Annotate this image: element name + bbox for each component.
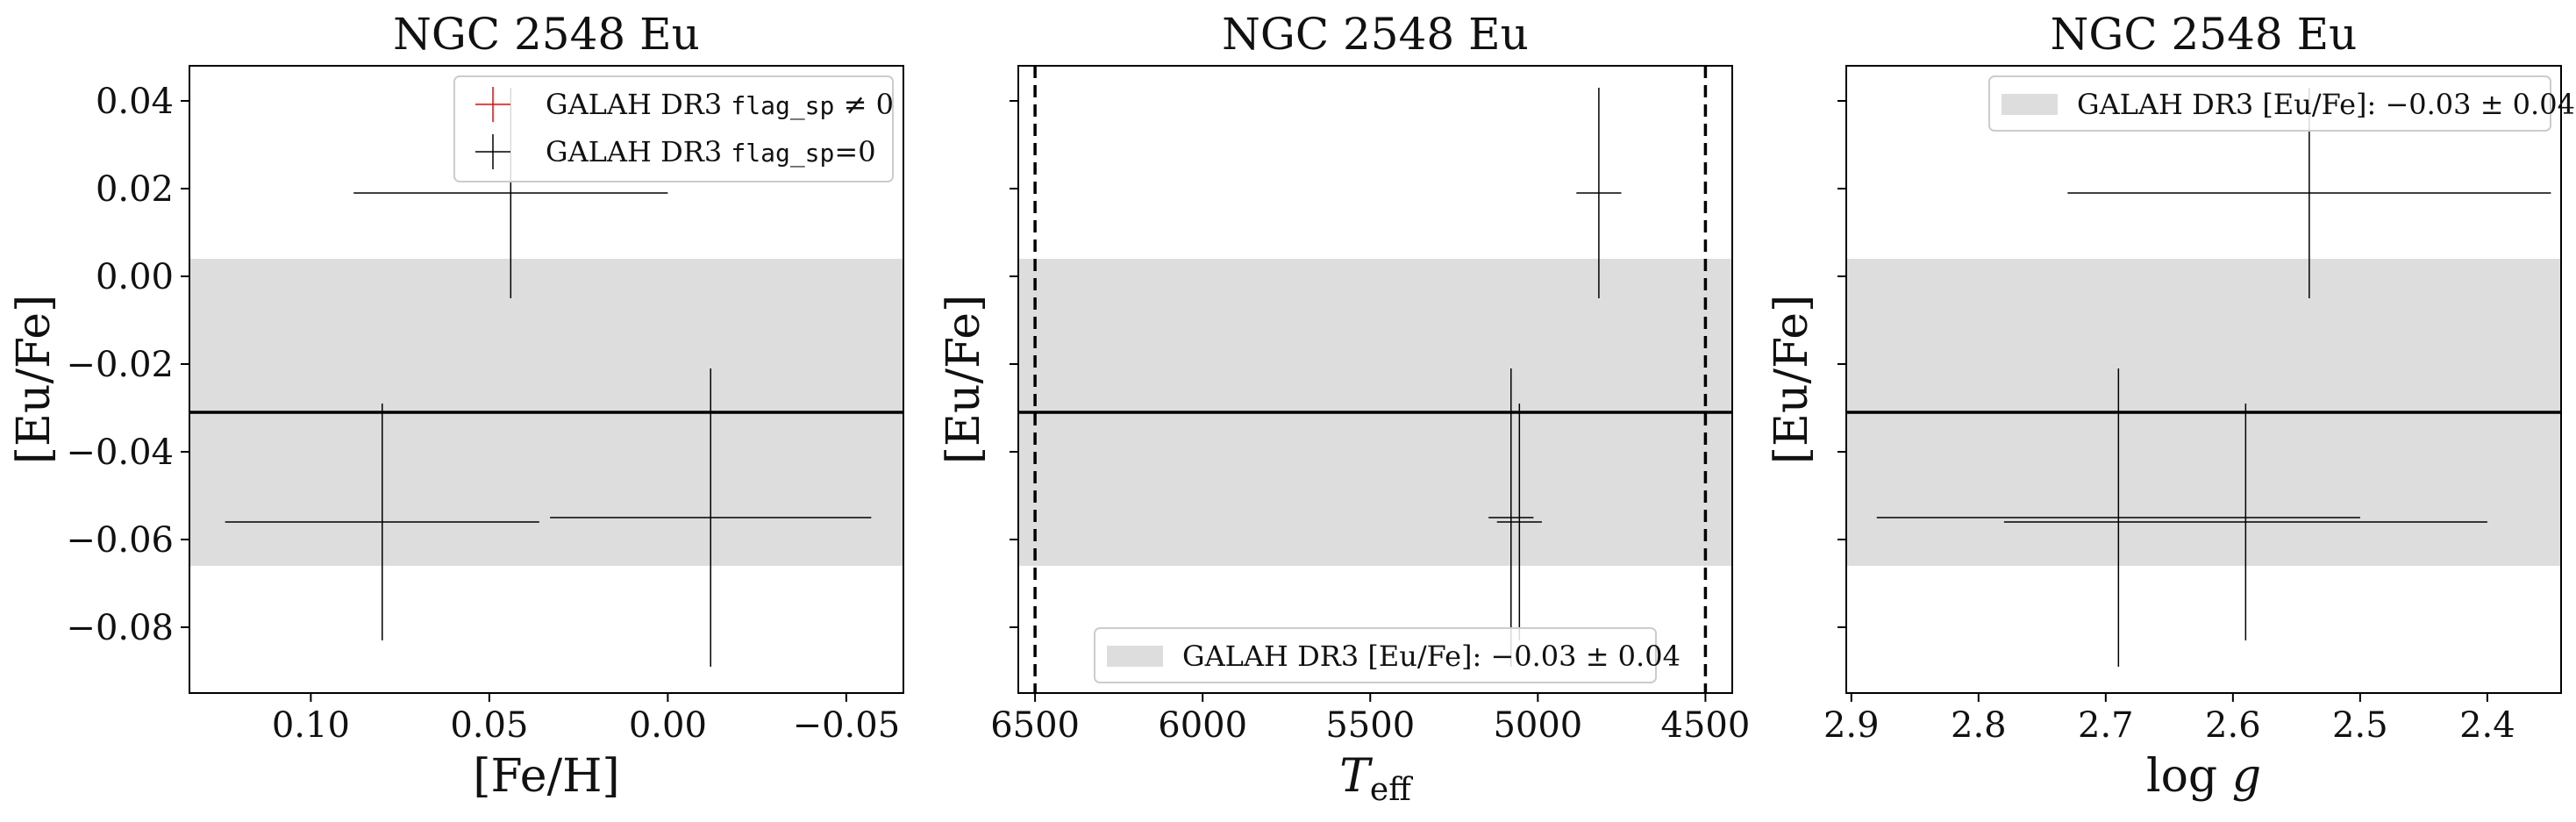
- x-tick-label: 6000: [1158, 705, 1247, 746]
- x-tick-label: −0.05: [793, 705, 901, 746]
- x-axis-label: log g: [2146, 750, 2261, 803]
- legend-code: flag_sp: [731, 91, 834, 121]
- y-axis-label: [Eu/Fe]: [8, 295, 61, 465]
- legend-label: GALAH DR3 flag_sp ≠ 0: [546, 88, 894, 121]
- legend-suffix: ≠ 0: [834, 88, 894, 121]
- legend-label: GALAH DR3 flag_sp=0: [546, 135, 876, 168]
- y-tick-label: 0.02: [96, 169, 174, 210]
- axes-frame: [1845, 65, 2562, 694]
- legend-box: [1094, 627, 1657, 683]
- y-axis-label: [Eu/Fe]: [938, 295, 990, 465]
- x-tick-label: 0.05: [450, 705, 528, 746]
- y-tick-label: −0.08: [66, 608, 174, 648]
- axes-frame: [189, 65, 904, 694]
- x-tick-label: 2.8: [1951, 705, 2007, 746]
- panel-3: 2.9 2.8 2.7 2.6 2.5 2.4 NGC 2548 Eu log g [Eu/Fe…: [1766, 9, 2575, 803]
- data-point-3: [550, 368, 872, 667]
- panel-title: NGC 2548 Eu: [1222, 9, 1529, 60]
- legend-box: [453, 75, 894, 182]
- legend-entry-1: GALAH DR3 flag_sp ≠ 0: [475, 87, 894, 122]
- x-axis-label: Teff: [1339, 750, 1413, 808]
- legend-patch: [2002, 94, 2058, 115]
- x-tick-label: 0.10: [272, 705, 350, 746]
- legend-suffix: =0: [834, 135, 875, 168]
- panel-2: 6500 6000 5500 5000 4500 NGC 2548 Eu Teff [Eu/F…: [938, 9, 1750, 808]
- data-point-2: [225, 404, 539, 640]
- x-tick-label: 6500: [990, 705, 1080, 746]
- x-tick-label: 4500: [1661, 705, 1751, 746]
- data-point-2: [1876, 368, 2360, 667]
- axes-frame: [1017, 65, 1733, 694]
- panel-title: NGC 2548 Eu: [393, 9, 700, 60]
- legend-label: GALAH DR3 [Eu/Fe]: −0.03 ± 0.04: [2077, 88, 2575, 121]
- x-tick-label: 5500: [1325, 705, 1415, 746]
- x-tick-label: 0.00: [629, 705, 707, 746]
- legend-label: GALAH DR3 [Eu/Fe]: −0.03 ± 0.04: [1182, 640, 1680, 673]
- x-tick-label: 2.5: [2332, 705, 2388, 746]
- y-tick-label: 0.00: [96, 257, 174, 297]
- legend-entry-2: GALAH DR3 flag_sp=0: [475, 134, 876, 169]
- y-tick-label: −0.06: [66, 520, 174, 561]
- legend: GALAH DR3 [Eu/Fe]: −0.03 ± 0.04: [1988, 75, 2575, 132]
- data-point-2: [1488, 368, 1534, 667]
- legend-prefix: GALAH DR3: [546, 88, 731, 121]
- x-tick-label: 5000: [1493, 705, 1582, 746]
- panel-1: 0.10 0.05 0.00 −0.05 0.04 0.02 0.00 −0.02 −0.04 −…: [8, 9, 904, 803]
- data-point-1: [1576, 88, 1622, 298]
- data-point-3: [1496, 404, 1542, 640]
- data-point-3: [2003, 404, 2487, 640]
- legend-box: [1988, 75, 2551, 132]
- y-axis-label: [Eu/Fe]: [1766, 295, 1818, 465]
- x-tick-label: 2.4: [2459, 705, 2515, 746]
- x-tick-label: 2.6: [2205, 705, 2261, 746]
- y-tick-label: −0.02: [66, 345, 174, 385]
- legend-code: flag_sp: [731, 139, 834, 168]
- legend-patch: [1107, 646, 1163, 667]
- x-tick-label: 2.9: [1823, 705, 1880, 746]
- legend: GALAH DR3 [Eu/Fe]: −0.03 ± 0.04: [1094, 627, 1680, 683]
- y-tick-label: 0.04: [96, 82, 174, 122]
- panel-title: NGC 2548 Eu: [2051, 9, 2358, 60]
- legend-prefix: GALAH DR3: [546, 135, 731, 168]
- x-axis-label: [Fe/H]: [473, 750, 619, 803]
- x-tick-label: 2.7: [2078, 705, 2134, 746]
- y-tick-label: −0.04: [66, 432, 174, 473]
